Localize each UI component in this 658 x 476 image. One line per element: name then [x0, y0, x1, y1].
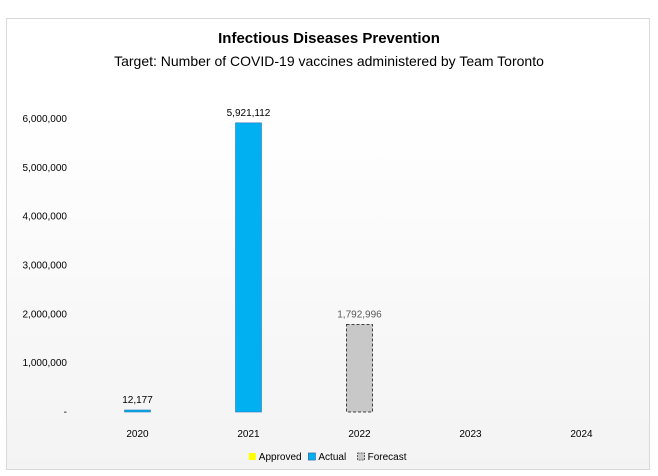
legend-swatch — [307, 452, 316, 461]
y-tick-label: 2,000,000 — [23, 309, 68, 320]
y-tick-label: 6,000,000 — [23, 114, 68, 125]
y-tick-label: 3,000,000 — [23, 261, 68, 272]
data-label: 1,792,996 — [337, 309, 382, 320]
bar-actual — [124, 409, 151, 413]
y-tick-label: 4,000,000 — [23, 212, 68, 223]
y-tick-label: 1,000,000 — [23, 358, 68, 369]
chart-subtitle: Target: Number of COVID-19 vaccines admi… — [114, 53, 544, 69]
x-tick-label: 2022 — [348, 429, 371, 440]
legend: Approved Actual Forecast — [248, 452, 407, 463]
x-tick-label: 2021 — [237, 429, 260, 440]
chart-title: Infectious Diseases Prevention — [218, 30, 440, 47]
y-axis: - 1,000,000 2,000,000 3,000,000 4,000,000 5,0… — [23, 114, 68, 418]
data-label: 5,921,112 — [227, 108, 271, 119]
chart-canvas: Infectious Diseases Prevention Target: N… — [23, 30, 594, 463]
x-tick-label: 2024 — [570, 429, 593, 440]
y-tick-label: 5,000,000 — [23, 163, 68, 174]
y-tick-label: - — [64, 407, 67, 418]
bar-actual — [235, 122, 262, 413]
legend-item-approved: Approved — [248, 452, 302, 463]
legend-swatch — [357, 452, 366, 461]
x-tick-label: 2020 — [126, 429, 149, 440]
data-labels: 12,177 5,921,112 1,792,996 — [122, 108, 382, 406]
bar-forecast — [346, 323, 373, 413]
x-axis: 2020 2021 2022 2023 2024 — [126, 429, 593, 440]
chart-frame: Infectious Diseases Prevention Target: N… — [6, 18, 650, 470]
legend-item-actual: Actual — [307, 452, 346, 463]
data-label: 12,177 — [122, 395, 153, 406]
x-tick-label: 2023 — [459, 429, 482, 440]
legend-item-forecast: Forecast — [357, 452, 407, 463]
legend-label: Approved — [259, 452, 302, 463]
legend-label: Forecast — [368, 452, 407, 463]
legend-swatch — [248, 453, 256, 460]
legend-label: Actual — [318, 452, 346, 463]
bars — [124, 122, 373, 413]
